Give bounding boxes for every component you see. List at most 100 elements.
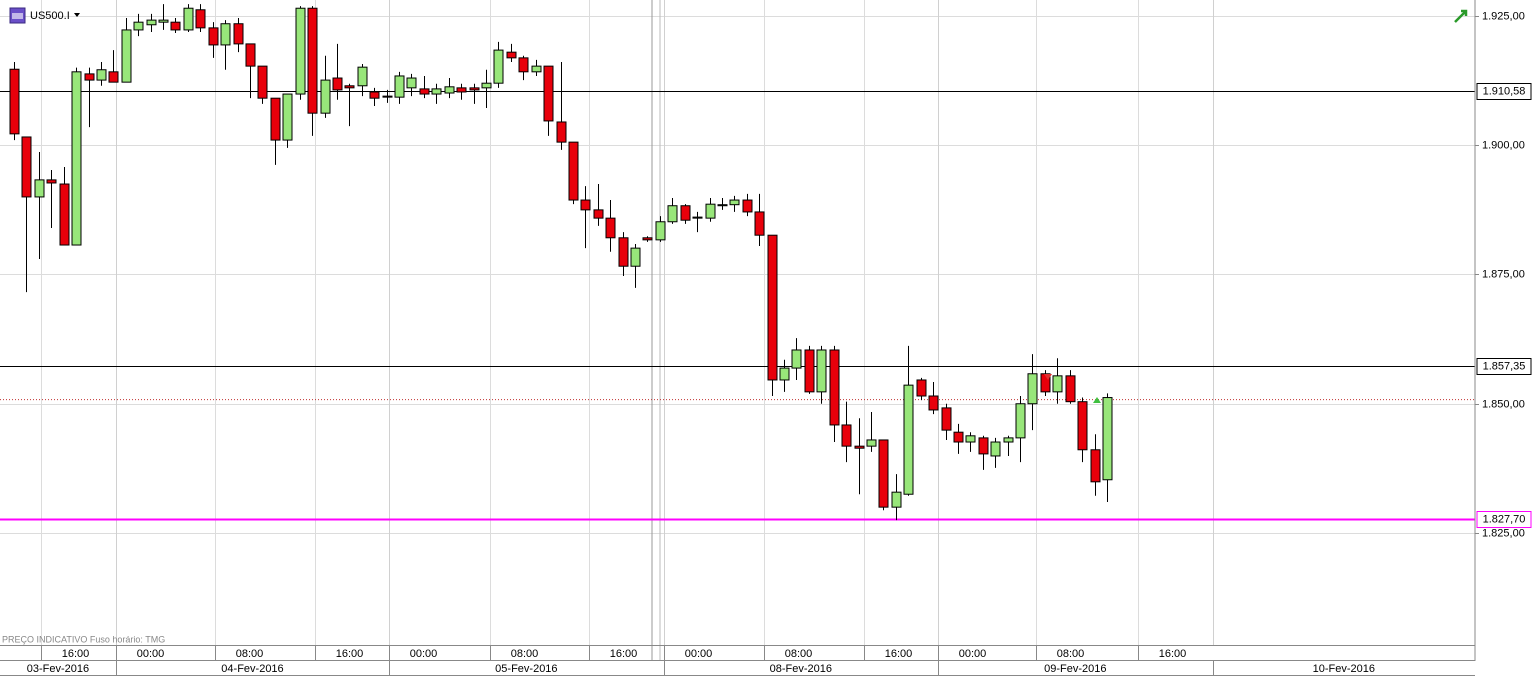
level-label-box — [1476, 358, 1532, 375]
candle-body — [779, 367, 790, 381]
x-tick-label: 16:00 — [62, 648, 90, 660]
candle-body — [332, 77, 343, 91]
candle-body — [903, 384, 914, 495]
candle-body — [642, 237, 653, 241]
y-tick-label: 1.875,00 — [1482, 268, 1525, 280]
candle-body — [891, 491, 902, 508]
candle-body — [543, 65, 554, 122]
level-label-box — [1476, 83, 1532, 100]
date-label: 10-Fev-2016 — [1313, 663, 1375, 675]
x-tick-label: 00:00 — [137, 648, 165, 660]
candle-body — [96, 69, 107, 81]
candle-body — [121, 29, 132, 83]
candle-body — [59, 183, 70, 246]
candle-body — [320, 79, 331, 114]
candle-body — [518, 57, 529, 73]
level-label-box — [1476, 511, 1532, 528]
candle-body — [406, 77, 417, 89]
candle-body — [34, 179, 45, 198]
candle-body — [717, 204, 728, 207]
candle-body — [1102, 397, 1113, 481]
symbol-name: US500.I — [30, 10, 70, 22]
candle-body — [270, 97, 281, 141]
candle-body — [307, 7, 318, 114]
candle-body — [295, 7, 306, 95]
date-label: 09-Fev-2016 — [1044, 663, 1106, 675]
symbol-header[interactable]: US500.I — [9, 7, 80, 24]
trend-icon[interactable] — [1454, 9, 1468, 23]
candle-body — [71, 71, 82, 246]
candle-body — [878, 439, 889, 508]
candle-body — [9, 68, 20, 135]
level-label: 1.910,58 — [1483, 85, 1526, 97]
candle-body — [444, 86, 455, 94]
candle-body — [146, 19, 157, 26]
candle-body — [369, 91, 380, 99]
candle-body — [804, 349, 815, 393]
candle-body — [978, 437, 989, 455]
candle-body — [506, 51, 517, 59]
candle-body — [357, 66, 368, 87]
x-tick-label: 16:00 — [1159, 648, 1187, 660]
candle-body — [158, 19, 169, 23]
date-label: 08-Fev-2016 — [770, 663, 832, 675]
candle-body — [593, 209, 604, 219]
candle-body — [1090, 449, 1101, 483]
levels — [0, 91, 1475, 521]
candle-body — [282, 93, 293, 141]
candle-body — [1003, 437, 1014, 443]
candle-body — [729, 199, 740, 206]
candle-body — [133, 21, 144, 31]
x-tick-label: 00:00 — [685, 648, 713, 660]
candle-body — [990, 441, 1001, 457]
candle-body — [382, 95, 393, 98]
candle-body — [208, 27, 219, 46]
x-tick-label: 08:00 — [511, 648, 539, 660]
candle-body — [655, 221, 666, 241]
candle-body — [220, 23, 231, 46]
candle-body — [195, 9, 206, 29]
candle-body — [1052, 375, 1063, 393]
candle-body — [46, 179, 57, 184]
candle-body — [568, 141, 579, 201]
x-tick-label: 08:00 — [785, 648, 813, 660]
axes: 1.925,00 1.900,00 1.875,00 1.850,00 1.825,00… — [27, 10, 1532, 676]
x-tick-label: 16:00 — [610, 648, 638, 660]
candle-body — [1027, 373, 1038, 405]
candle-body — [941, 407, 952, 431]
candle-body — [531, 65, 542, 73]
symbol-icon-detail — [12, 13, 23, 19]
x-tick-label: 08:00 — [1057, 648, 1085, 660]
candle-body — [866, 439, 877, 447]
candle-body — [170, 21, 181, 31]
candle-body — [493, 49, 504, 84]
candles — [9, 4, 1113, 521]
candle-body — [680, 205, 691, 221]
candle-body — [816, 349, 827, 393]
candle-body — [829, 349, 840, 426]
buy-marker — [1093, 397, 1101, 403]
candle-body — [692, 216, 703, 219]
candle-body — [344, 85, 355, 89]
candle-body — [754, 211, 765, 236]
candle-body — [394, 75, 405, 98]
candle-body — [742, 199, 753, 213]
candle-body — [481, 82, 492, 89]
candle-body — [953, 431, 964, 443]
candle-body — [916, 379, 927, 397]
date-label: 04-Fev-2016 — [221, 663, 283, 675]
candle-body — [108, 71, 119, 83]
candle-body — [841, 424, 852, 447]
candle-body — [1040, 373, 1051, 393]
date-label: 05-Fev-2016 — [495, 663, 557, 675]
candle-body — [605, 217, 616, 239]
date-label: 03-Fev-2016 — [27, 663, 89, 675]
candle-body — [21, 136, 32, 198]
grid — [0, 0, 1475, 645]
level-label: 1.857,35 — [1483, 360, 1526, 372]
sell-marker — [1044, 374, 1052, 380]
footer-note: PREÇO INDICATIVO Fuso horário: TMG — [2, 634, 165, 644]
candle-body — [456, 87, 467, 93]
candle-body — [767, 234, 778, 381]
